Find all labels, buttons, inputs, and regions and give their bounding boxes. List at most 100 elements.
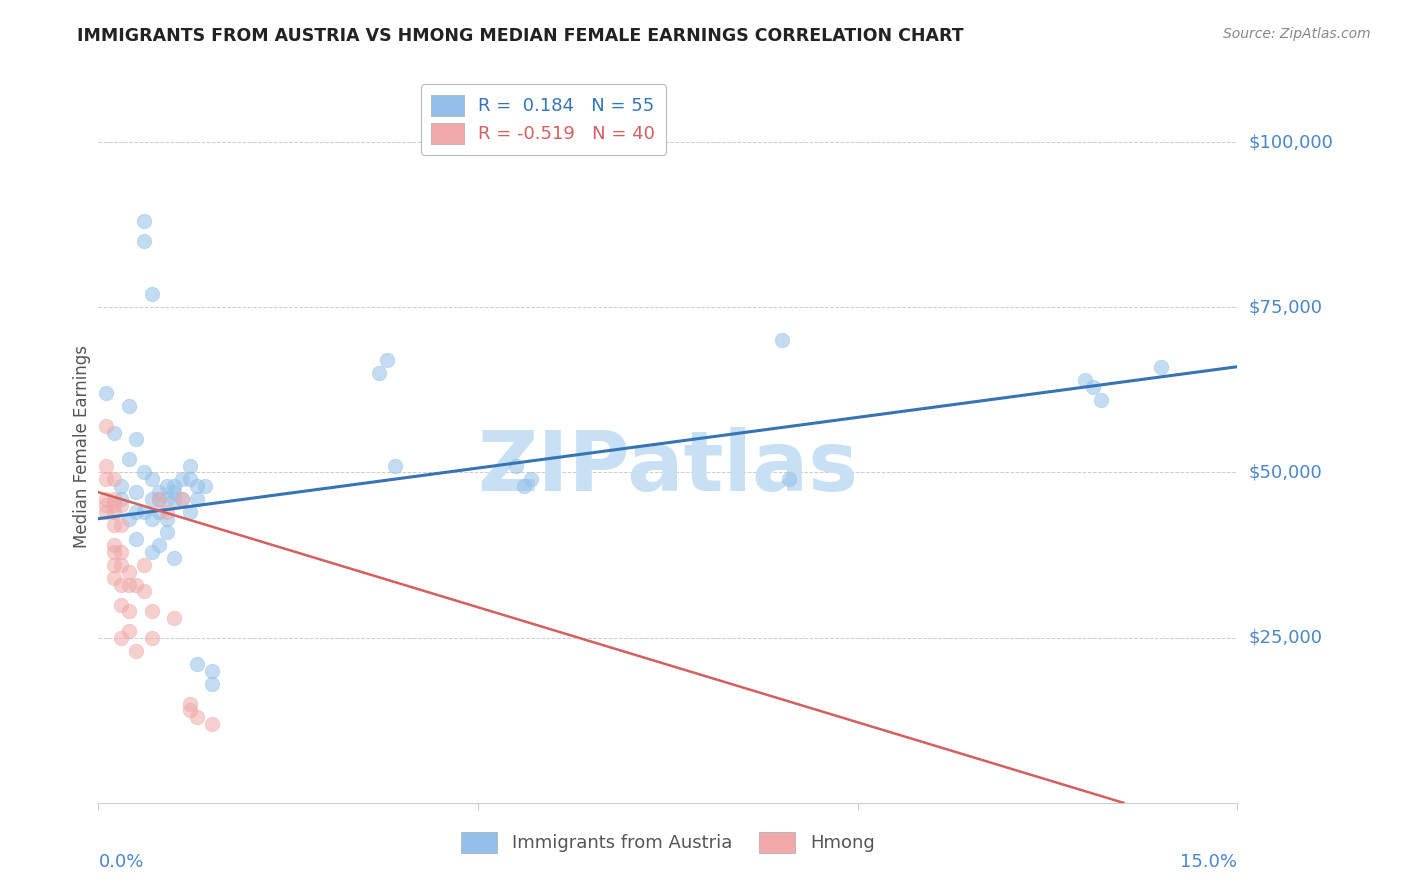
- Text: $75,000: $75,000: [1249, 298, 1323, 317]
- Point: [125, 532, 148, 546]
- Point: [1074, 373, 1097, 387]
- Point: [141, 545, 163, 559]
- Point: [156, 524, 179, 539]
- Point: [1150, 359, 1173, 374]
- Point: [132, 234, 155, 248]
- Point: [125, 485, 148, 500]
- Text: 0.0%: 0.0%: [98, 853, 143, 871]
- Point: [103, 518, 125, 533]
- Point: [163, 491, 186, 506]
- Point: [163, 611, 186, 625]
- Point: [94, 458, 117, 473]
- Text: IMMIGRANTS FROM AUSTRIA VS HMONG MEDIAN FEMALE EARNINGS CORRELATION CHART: IMMIGRANTS FROM AUSTRIA VS HMONG MEDIAN …: [77, 27, 965, 45]
- Point: [110, 545, 132, 559]
- Point: [110, 478, 132, 492]
- Point: [110, 499, 132, 513]
- Point: [156, 478, 179, 492]
- Point: [110, 598, 132, 612]
- Point: [94, 386, 117, 401]
- Point: [1081, 379, 1104, 393]
- Point: [770, 333, 793, 347]
- Text: 15.0%: 15.0%: [1180, 853, 1237, 871]
- Point: [118, 565, 141, 579]
- Point: [118, 604, 141, 618]
- Text: $25,000: $25,000: [1249, 629, 1323, 647]
- Point: [201, 677, 224, 691]
- Point: [148, 505, 170, 519]
- Point: [179, 472, 201, 486]
- Y-axis label: Median Female Earnings: Median Female Earnings: [73, 344, 91, 548]
- Point: [141, 287, 163, 301]
- Point: [163, 551, 186, 566]
- Point: [110, 518, 132, 533]
- Point: [186, 478, 208, 492]
- Point: [179, 458, 201, 473]
- Point: [156, 505, 179, 519]
- Point: [505, 458, 527, 473]
- Point: [125, 505, 148, 519]
- Point: [103, 571, 125, 585]
- Point: [186, 710, 208, 724]
- Point: [103, 558, 125, 572]
- Point: [179, 505, 201, 519]
- Point: [179, 703, 201, 717]
- Point: [110, 491, 132, 506]
- Point: [201, 664, 224, 678]
- Point: [103, 425, 125, 440]
- Point: [103, 545, 125, 559]
- Point: [118, 578, 141, 592]
- Point: [163, 478, 186, 492]
- Point: [156, 511, 179, 525]
- Point: [141, 604, 163, 618]
- Point: [194, 478, 217, 492]
- Point: [132, 505, 155, 519]
- Point: [520, 472, 543, 486]
- Point: [163, 485, 186, 500]
- Point: [94, 472, 117, 486]
- Point: [778, 472, 800, 486]
- Point: [103, 499, 125, 513]
- Point: [110, 631, 132, 645]
- Text: ZIPatlas: ZIPatlas: [478, 427, 858, 508]
- Text: $100,000: $100,000: [1249, 133, 1333, 151]
- Point: [148, 491, 170, 506]
- Point: [132, 466, 155, 480]
- Point: [132, 214, 155, 228]
- Point: [125, 578, 148, 592]
- Point: [186, 657, 208, 671]
- Point: [103, 538, 125, 552]
- Point: [118, 624, 141, 638]
- Point: [110, 558, 132, 572]
- Point: [368, 367, 391, 381]
- Point: [94, 505, 117, 519]
- Text: Source: ZipAtlas.com: Source: ZipAtlas.com: [1223, 27, 1371, 41]
- Point: [141, 631, 163, 645]
- Point: [118, 452, 141, 467]
- Point: [141, 491, 163, 506]
- Point: [375, 353, 398, 368]
- Point: [118, 400, 141, 414]
- Point: [94, 419, 117, 434]
- Point: [94, 499, 117, 513]
- Point: [132, 584, 155, 599]
- Point: [512, 478, 534, 492]
- Point: [170, 472, 193, 486]
- Point: [186, 491, 208, 506]
- Point: [170, 491, 193, 506]
- Point: [148, 485, 170, 500]
- Point: [110, 578, 132, 592]
- Point: [103, 491, 125, 506]
- Point: [94, 491, 117, 506]
- Point: [132, 558, 155, 572]
- Point: [103, 505, 125, 519]
- Point: [170, 491, 193, 506]
- Point: [148, 538, 170, 552]
- Point: [141, 511, 163, 525]
- Point: [1090, 392, 1112, 407]
- Point: [141, 472, 163, 486]
- Legend: Immigrants from Austria, Hmong: Immigrants from Austria, Hmong: [453, 822, 883, 862]
- Point: [125, 433, 148, 447]
- Point: [179, 697, 201, 711]
- Point: [148, 491, 170, 506]
- Text: $50,000: $50,000: [1249, 464, 1322, 482]
